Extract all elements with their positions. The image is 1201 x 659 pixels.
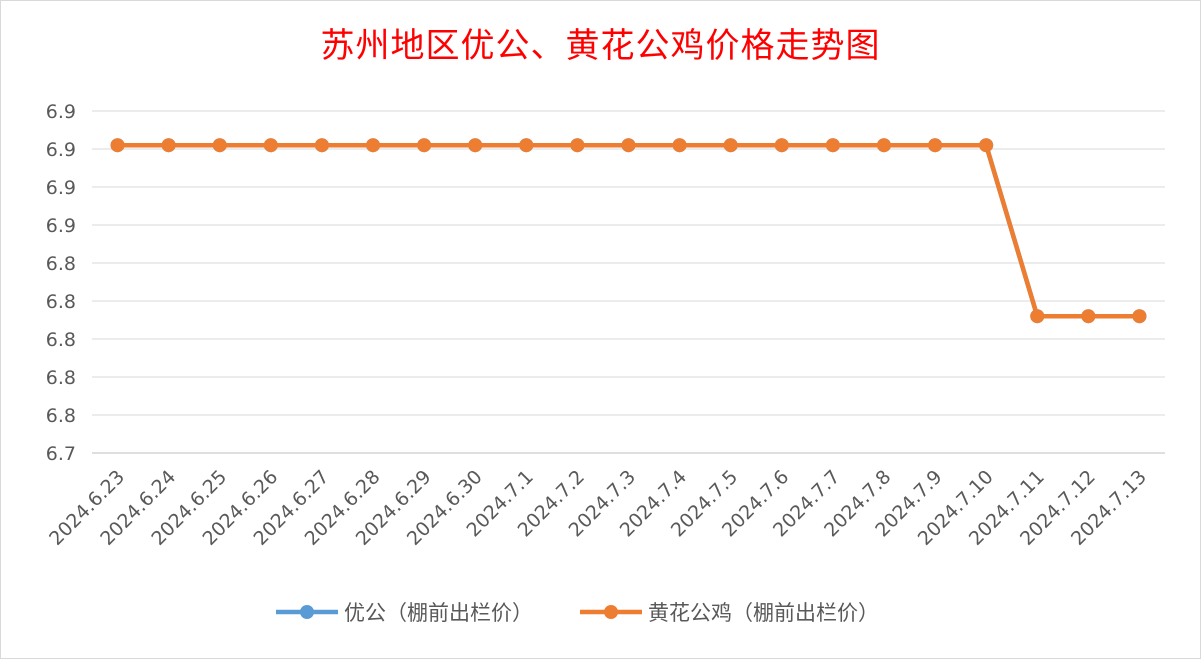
data-point [110, 138, 125, 153]
data-point [774, 138, 789, 153]
y-axis-ticks: 6.7 6.8 6.8 6.8 6.8 6.8 6.9 6.9 6.9 6.9 [46, 101, 76, 465]
data-point [979, 138, 994, 153]
legend-swatch-marker [300, 605, 314, 619]
y-tick-label: 6.9 [46, 139, 76, 161]
y-tick-label: 6.7 [46, 443, 76, 465]
data-point [212, 138, 227, 153]
y-tick-label: 6.8 [46, 253, 76, 275]
y-tick-label: 6.8 [46, 405, 76, 427]
legend-label: 优公（棚前出栏价） [344, 601, 533, 625]
y-tick-label: 6.9 [46, 177, 76, 199]
series-2 [110, 138, 1147, 324]
data-point [519, 138, 534, 153]
data-point [1081, 309, 1096, 324]
data-point [723, 138, 738, 153]
data-point [876, 138, 891, 153]
legend-swatch-marker [604, 605, 618, 619]
data-point [1132, 309, 1147, 324]
data-point [672, 138, 687, 153]
y-tick-label: 6.8 [46, 367, 76, 389]
legend-label: 黄花公鸡（棚前出栏价） [648, 601, 879, 625]
x-axis-ticks: 2024.6.232024.6.242024.6.252024.6.262024… [45, 466, 1151, 550]
chart-title: 苏州地区优公、黄花公鸡价格走势图 [320, 26, 881, 66]
gridlines [92, 110, 1165, 454]
series-line [117, 142, 1140, 319]
legend: 优公（棚前出栏价） 黄花公鸡（棚前出栏价） [276, 601, 879, 625]
series-line [117, 142, 1140, 319]
y-tick-label: 6.9 [46, 215, 76, 237]
data-point [928, 138, 943, 153]
data-point [1030, 309, 1045, 324]
data-point [825, 138, 840, 153]
data-point [621, 138, 636, 153]
y-tick-label: 6.8 [46, 329, 76, 351]
data-point [570, 138, 585, 153]
data-point [468, 138, 483, 153]
series-group [110, 138, 1147, 324]
data-point [366, 138, 381, 153]
data-point [314, 138, 329, 153]
data-point [263, 138, 278, 153]
data-point [417, 138, 432, 153]
y-tick-label: 6.9 [46, 101, 76, 123]
y-tick-label: 6.8 [46, 291, 76, 313]
data-point [161, 138, 176, 153]
